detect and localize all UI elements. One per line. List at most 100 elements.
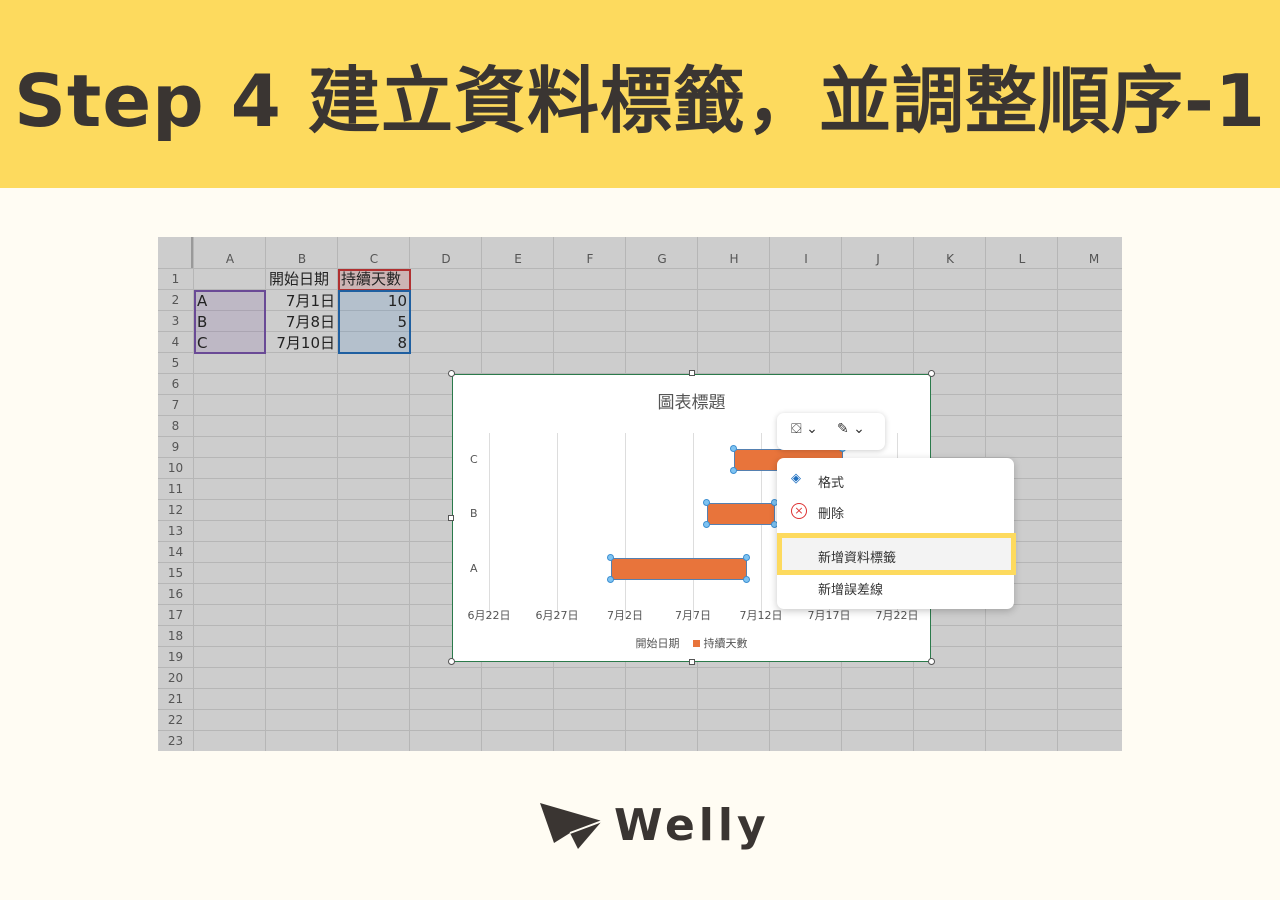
row-line	[158, 352, 1122, 353]
x-tick-label: 7月7日	[675, 609, 711, 622]
row-line	[158, 688, 1122, 689]
resize-handle[interactable]	[928, 658, 935, 665]
row-header-7[interactable]: 7	[171, 398, 180, 412]
legend-duration: 持續天數	[703, 637, 748, 650]
bar-selection-handle[interactable]	[607, 576, 615, 583]
col-line	[337, 237, 338, 751]
welly-logo: Welly	[540, 800, 770, 851]
row-header-12[interactable]: 12	[167, 503, 184, 517]
row-header-17[interactable]: 17	[167, 608, 184, 622]
paper-plane-icon	[540, 802, 602, 849]
row-line	[158, 730, 1122, 731]
x-tick-label: 7月12日	[739, 609, 783, 622]
cell-c3[interactable]: 5	[397, 313, 407, 331]
row-line	[158, 310, 1122, 311]
row-header-18[interactable]: 18	[167, 629, 184, 643]
resize-handle[interactable]	[448, 370, 455, 377]
cell-a3[interactable]: B	[197, 313, 208, 331]
column-header-F[interactable]: F	[586, 252, 594, 266]
resize-handle[interactable]	[448, 515, 454, 521]
column-header-L[interactable]: L	[1018, 252, 1026, 266]
label-range-highlight	[194, 290, 266, 354]
x-tick-label: 7月22日	[875, 609, 919, 622]
spreadsheet[interactable]: A B C D E F G H I J K L M 1 2 3 4 5 6 7 8 9 10 11 12 13 14 15 16 17 18…	[158, 237, 1122, 751]
row-header-2[interactable]: 2	[171, 293, 180, 307]
row-header-1[interactable]: 1	[171, 272, 180, 286]
column-header-H[interactable]: H	[729, 252, 739, 266]
bar-selection-handle[interactable]	[743, 576, 751, 583]
row-header-8[interactable]: 8	[171, 419, 180, 433]
column-header-A[interactable]: A	[225, 252, 235, 266]
logo-text: Welly	[614, 800, 770, 851]
row-header-23[interactable]: 23	[167, 734, 184, 748]
column-header-J[interactable]: J	[876, 252, 880, 266]
context-menu: ◈ 格式 × 刪除 新增資料標籤 新增誤差線	[777, 458, 1016, 609]
cell-a4[interactable]: C	[197, 334, 208, 352]
row-line	[158, 709, 1122, 710]
row-header-9[interactable]: 9	[171, 440, 180, 454]
bar-selection-handle[interactable]	[607, 554, 615, 561]
bar-selection-handle[interactable]	[702, 521, 710, 528]
cell-c2[interactable]: 10	[387, 292, 407, 310]
column-header-D[interactable]: D	[441, 252, 451, 266]
row-header-6[interactable]: 6	[171, 377, 180, 391]
row-line	[158, 373, 1122, 374]
cell-c4[interactable]: 8	[397, 334, 407, 352]
menu-item-add-data-labels[interactable]: 新增資料標籤	[777, 533, 1016, 575]
cell-b2[interactable]: 7月1日	[285, 292, 335, 310]
column-header-B[interactable]: B	[297, 252, 307, 266]
cell-c1[interactable]: 持續天數	[341, 270, 402, 288]
bar-B[interactable]	[706, 503, 775, 525]
row-header-4[interactable]: 4	[171, 335, 180, 349]
bar-selection-handle[interactable]	[702, 499, 710, 506]
column-header-M[interactable]: M	[1088, 252, 1100, 266]
paint-bucket-icon[interactable]: ⛋ ⌄	[791, 421, 818, 437]
format-fill-icon: ◈	[791, 471, 801, 486]
col-line	[1057, 237, 1058, 751]
x-tick-label: 6月27日	[535, 609, 579, 622]
column-header-I[interactable]: I	[804, 252, 808, 266]
bar-A[interactable]	[611, 558, 748, 580]
col-line	[193, 237, 194, 751]
column-header-C[interactable]: C	[369, 252, 379, 266]
menu-item-delete[interactable]: 刪除	[818, 507, 845, 522]
title-banner: Step 4 建立資料標籤，並調整順序-1	[0, 0, 1280, 188]
cell-b3[interactable]: 7月8日	[285, 313, 335, 331]
resize-handle[interactable]	[448, 658, 455, 665]
column-header-E[interactable]: E	[514, 252, 522, 266]
bar-selection-handle[interactable]	[729, 445, 737, 452]
y-tick-label: C	[470, 453, 478, 466]
legend[interactable]: 開始日期 持續天數	[453, 635, 930, 651]
y-tick-label: B	[470, 507, 478, 520]
resize-handle[interactable]	[689, 370, 695, 376]
row-header-13[interactable]: 13	[167, 524, 184, 538]
row-header-16[interactable]: 16	[167, 587, 184, 601]
row-header-21[interactable]: 21	[167, 692, 184, 706]
bar-selection-handle[interactable]	[729, 467, 737, 474]
row-header-11[interactable]: 11	[167, 482, 184, 496]
bar-selection-handle[interactable]	[743, 554, 751, 561]
cell-b4[interactable]: 7月10日	[276, 334, 335, 352]
value-range-highlight	[338, 290, 411, 354]
chart-title[interactable]: 圖表標題	[657, 393, 726, 413]
row-header-10[interactable]: 10	[167, 461, 184, 475]
select-all-corner[interactable]	[158, 237, 193, 268]
pen-outline-icon[interactable]: ✎ ⌄	[837, 421, 865, 437]
cell-b1[interactable]: 開始日期	[269, 270, 330, 288]
cell-a2[interactable]: A	[197, 292, 208, 310]
row-header-19[interactable]: 19	[167, 650, 184, 664]
row-header-20[interactable]: 20	[167, 671, 184, 685]
menu-item-label: 新增資料標籤	[818, 551, 897, 566]
row-header-14[interactable]: 14	[167, 545, 184, 559]
row-header-22[interactable]: 22	[167, 713, 184, 727]
resize-handle[interactable]	[689, 659, 695, 665]
row-header-3[interactable]: 3	[171, 314, 180, 328]
row-header-5[interactable]: 5	[171, 356, 180, 370]
menu-item-format[interactable]: 格式	[818, 476, 845, 491]
column-header-K[interactable]: K	[946, 252, 954, 266]
column-header-G[interactable]: G	[657, 252, 667, 266]
page-title: Step 4 建立資料標籤，並調整順序-1	[14, 58, 1266, 143]
row-header-15[interactable]: 15	[167, 566, 184, 580]
resize-handle[interactable]	[928, 370, 935, 377]
menu-item-add-error-bars[interactable]: 新增誤差線	[818, 583, 884, 598]
